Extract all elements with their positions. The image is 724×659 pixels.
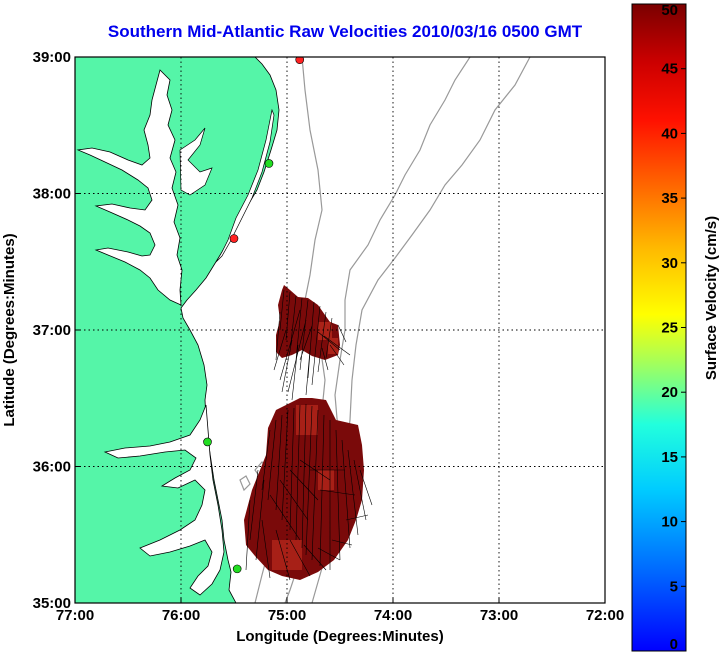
radar-station-marker[interactable]: [295, 56, 305, 65]
colorbar-tick-label: 45: [661, 61, 678, 78]
colorbar-tick-label: 5: [670, 578, 678, 595]
velocity-highlight-north: [318, 322, 338, 354]
colorbar: [631, 3, 687, 652]
lat-tick-label: 39:00: [33, 49, 71, 66]
bathymetry-contour: [239, 475, 251, 492]
velocity-vectors-south: [245, 403, 373, 581]
radar-station-marker[interactable]: [232, 564, 242, 574]
stations-layer: [203, 56, 305, 574]
radar-station-marker[interactable]: [203, 437, 212, 447]
radar-station-marker[interactable]: [229, 234, 239, 243]
velocity-field-south: [244, 398, 364, 580]
colorbar-tick-label: 0: [670, 636, 678, 653]
map-title: Southern Mid-Atlantic Raw Velocities 201…: [107, 22, 583, 41]
lon-tick-label: 72:00: [586, 607, 624, 624]
lat-tick-label: 37:00: [33, 322, 71, 339]
lat-tick-label: 38:00: [33, 186, 71, 203]
radar-station-marker[interactable]: [264, 159, 274, 168]
y-axis-label: Latitude (Degrees:Minutes): [1, 233, 18, 426]
colorbar-label: Surface Velocity (cm/s): [703, 216, 720, 380]
coastal-lagoon: [215, 108, 275, 263]
colorbar-tick-label: 10: [661, 514, 678, 531]
colorbar-tick-label: 25: [661, 320, 678, 337]
velocity-vectors-north: [273, 289, 351, 401]
sound-water: [103, 404, 225, 596]
lon-tick-label: 76:00: [162, 607, 200, 624]
lon-tick-label: 73:00: [480, 607, 518, 624]
colorbar-tick-label: 40: [661, 125, 678, 142]
lat-tick-label: 36:00: [33, 459, 71, 476]
lat-tick-label: 35:00: [33, 595, 71, 612]
colorbar-tick-label: 15: [661, 449, 678, 466]
longitude-ticks: 77:00 76:00 75:00 74:00 73:00 72:00: [56, 598, 624, 624]
colorbar-ticks: 0 5 10 15 20 25 30 35 40 45 50: [661, 2, 686, 653]
colorbar-tick-label: 50: [661, 2, 678, 19]
chesapeake-bay: [76, 69, 183, 306]
lon-tick-label: 77:00: [56, 607, 94, 624]
lon-tick-label: 75:00: [268, 607, 306, 624]
latitude-ticks: 35:00 36:00 37:00 38:00 39:00: [33, 49, 80, 612]
x-axis-label: Longitude (Degrees:Minutes): [236, 628, 444, 645]
colorbar-tick-label: 20: [661, 384, 678, 401]
lon-tick-label: 74:00: [374, 607, 412, 624]
colorbar-tick-label: 30: [661, 255, 678, 272]
colorbar-tick-label: 35: [661, 190, 678, 207]
river-branch: [179, 127, 213, 196]
grid-lines: [75, 57, 605, 603]
